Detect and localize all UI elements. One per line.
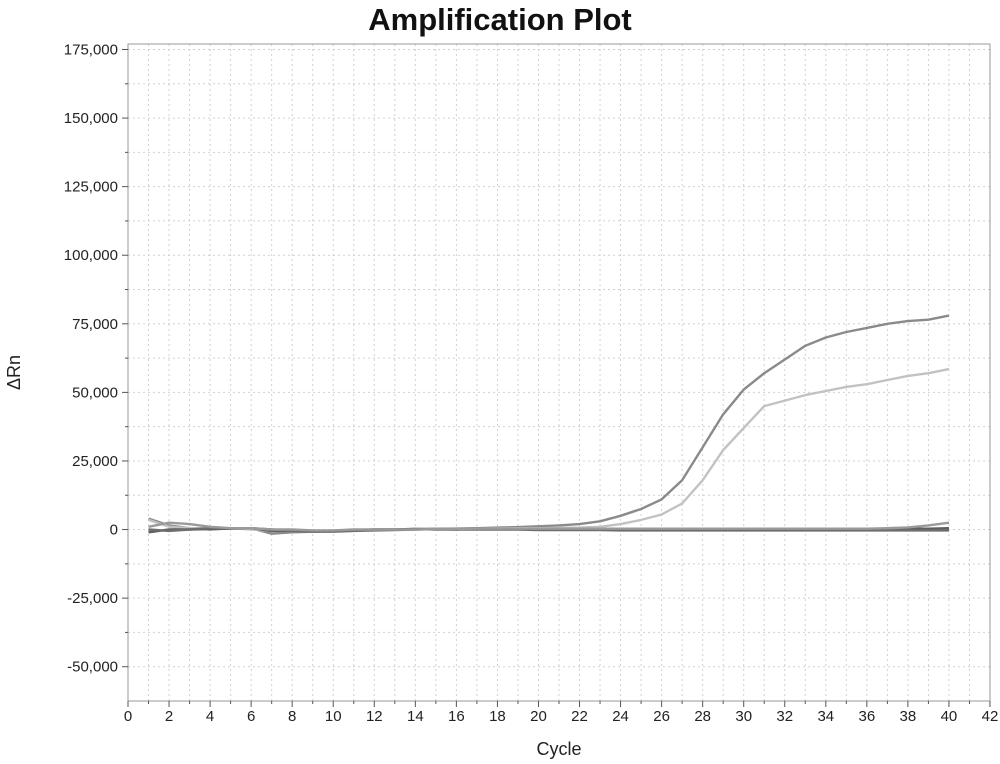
x-tick-label: 6 xyxy=(247,708,255,725)
x-axis-label: Cycle xyxy=(536,739,581,759)
x-tick-label: 42 xyxy=(982,708,999,725)
x-tick-label: 12 xyxy=(366,708,383,725)
y-tick-label: -25,000 xyxy=(67,590,118,607)
y-tick-label: 125,000 xyxy=(64,179,118,196)
y-tick-label: 0 xyxy=(110,522,118,539)
x-tick-label: 40 xyxy=(941,708,958,725)
x-tick-label: 36 xyxy=(859,708,876,725)
y-tick-label: 100,000 xyxy=(64,247,118,264)
y-tick-label: 25,000 xyxy=(72,453,118,470)
x-tick-label: 38 xyxy=(900,708,917,725)
x-tick-label: 34 xyxy=(817,708,834,725)
x-tick-label: 32 xyxy=(776,708,793,725)
x-tick-label: 28 xyxy=(694,708,711,725)
plot-area xyxy=(128,44,990,701)
y-tick-label: 175,000 xyxy=(64,41,118,58)
x-tick-label: 4 xyxy=(206,708,214,725)
x-tick-label: 20 xyxy=(530,708,547,725)
x-tick-label: 26 xyxy=(653,708,670,725)
x-tick-label: 0 xyxy=(124,708,132,725)
x-tick-label: 30 xyxy=(735,708,752,725)
y-tick-label: -50,000 xyxy=(67,659,118,676)
y-axis-label: ΔRn xyxy=(4,355,24,390)
y-tick-label: 75,000 xyxy=(72,316,118,333)
x-tick-label: 24 xyxy=(612,708,629,725)
y-tick-label: 50,000 xyxy=(72,384,118,401)
x-tick-label: 14 xyxy=(407,708,424,725)
x-tick-label: 16 xyxy=(448,708,465,725)
x-tick-label: 2 xyxy=(165,708,173,725)
x-tick-label: 8 xyxy=(288,708,296,725)
y-tick-label: 150,000 xyxy=(64,110,118,127)
x-tick-label: 18 xyxy=(489,708,506,725)
x-tick-label: 10 xyxy=(325,708,342,725)
x-tick-label: 22 xyxy=(571,708,588,725)
